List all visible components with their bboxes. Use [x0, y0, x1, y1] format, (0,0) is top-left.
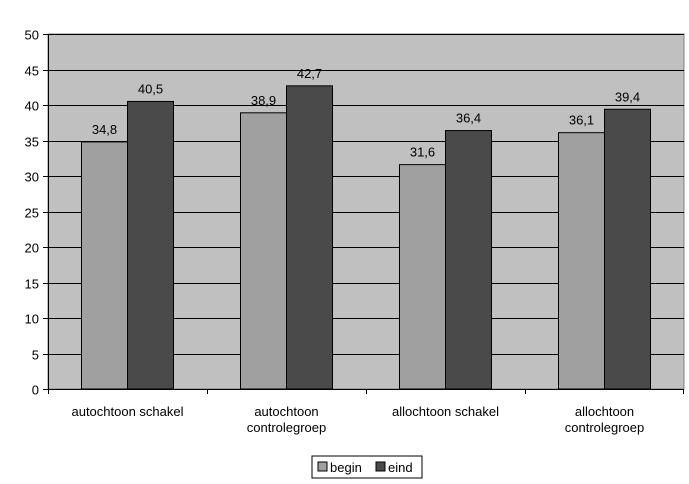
data-label: 42,7 — [297, 66, 322, 81]
x-category-label: autochtoon schakel — [71, 404, 183, 419]
data-label: 36,4 — [456, 111, 481, 126]
y-tick-label: 10 — [25, 312, 39, 327]
y-tick-label: 20 — [25, 241, 39, 256]
data-labels: 34,8 40,5 38,9 42,7 31,6 36,4 36,1 39,4 — [92, 66, 640, 160]
data-label: 40,5 — [138, 81, 163, 96]
legend-box — [311, 455, 423, 479]
legend-swatch-eind — [375, 461, 386, 472]
legend-swatch-begin — [317, 461, 328, 472]
y-tick-label: 15 — [25, 277, 39, 292]
bar-begin — [81, 141, 128, 390]
legend: begin eind — [311, 455, 423, 479]
y-tick-label: 45 — [25, 64, 39, 79]
x-category-label: autochtoon — [254, 404, 318, 419]
x-category-label: controlegroep — [247, 420, 327, 435]
data-label: 36,1 — [569, 113, 594, 128]
axes: 0 5 10 15 20 25 30 35 40 45 50 autochtoon schakel au… — [25, 28, 684, 435]
bar-begin — [558, 132, 605, 390]
bars — [81, 85, 651, 390]
y-tick-label: 35 — [25, 135, 39, 150]
data-label: 34,8 — [92, 122, 117, 137]
y-tick-label: 5 — [32, 348, 39, 363]
y-tick-label: 50 — [25, 28, 39, 43]
data-label: 39,4 — [615, 89, 640, 104]
data-label: 31,6 — [410, 145, 435, 160]
bar-eind — [286, 85, 333, 390]
y-tick-label: 25 — [25, 206, 39, 221]
bar-eind — [127, 100, 174, 390]
x-category-label: controlegroep — [565, 420, 645, 435]
bar-begin — [399, 164, 446, 390]
bar-eind — [445, 130, 492, 390]
y-tick-label: 40 — [25, 99, 39, 114]
data-label: 38,9 — [251, 93, 276, 108]
y-tick-label: 30 — [25, 170, 39, 185]
bar-eind — [604, 108, 651, 390]
bar-begin — [240, 112, 287, 390]
x-category-label: allochtoon — [575, 404, 634, 419]
legend-label-eind: eind — [388, 460, 413, 475]
legend-label-begin: begin — [330, 460, 362, 475]
x-category-label: allochtoon schakel — [392, 404, 499, 419]
y-tick-label: 0 — [32, 383, 39, 398]
